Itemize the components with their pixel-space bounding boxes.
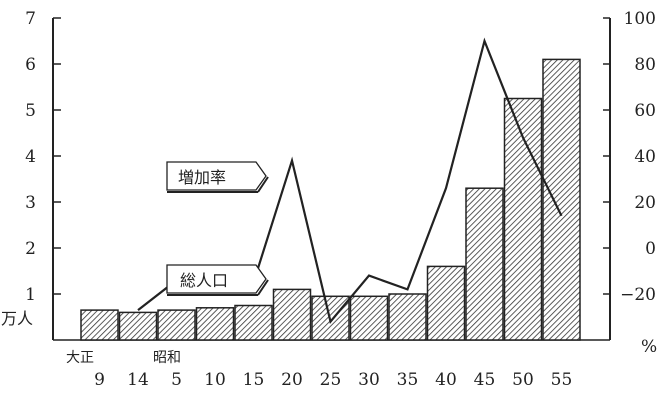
- population-bar: [157, 309, 196, 341]
- left-tick-label: 3: [25, 193, 36, 213]
- right-tick-label: 0: [645, 239, 656, 259]
- population-bar: [465, 187, 504, 341]
- population-bar: [234, 304, 273, 341]
- x-tick-label: 5: [171, 370, 182, 390]
- right-tick-label: 80: [634, 55, 656, 75]
- x-tick-label: 40: [435, 370, 457, 390]
- population-bar: [542, 58, 581, 341]
- left-axis-unit: 万人: [1, 309, 33, 328]
- x-tick-label: 10: [204, 370, 226, 390]
- x-tick-label: 45: [474, 370, 496, 390]
- population-bar: [118, 311, 158, 341]
- x-tick-label: 14: [127, 370, 149, 390]
- population-bar: [80, 309, 119, 341]
- left-axis-ticks: 1 2 3 4 5 6 7: [25, 9, 61, 305]
- growth-rate-callout: 増加率: [166, 161, 269, 193]
- x-axis-tick-labels: 9 14 5 10 15 20 25 30 35 40 45 50 55: [94, 370, 572, 390]
- x-tick-label: 50: [512, 370, 534, 390]
- x-tick-label: 20: [281, 370, 303, 390]
- era-label-showa: 昭和: [153, 350, 181, 366]
- right-tick-label: 100: [624, 9, 656, 29]
- left-tick-label: 6: [25, 55, 36, 75]
- right-axis-ticks: −20 0 20 40 60 80 100: [603, 9, 656, 305]
- population-bar: [349, 295, 389, 341]
- population-bar: [426, 265, 466, 341]
- x-tick-label: 25: [320, 370, 342, 390]
- left-tick-label: 5: [25, 101, 36, 121]
- left-tick-label: 2: [25, 239, 36, 259]
- left-tick-label: 7: [25, 9, 36, 29]
- right-tick-label: 60: [634, 101, 656, 121]
- x-tick-label: 35: [397, 370, 419, 390]
- right-tick-label: 20: [634, 193, 656, 213]
- population-bar: [272, 288, 312, 341]
- x-tick-label: 30: [358, 370, 380, 390]
- population-bar: [388, 293, 427, 341]
- population-bar: [195, 307, 235, 341]
- left-tick-label: 4: [25, 147, 36, 167]
- x-tick-label: 55: [551, 370, 573, 390]
- total-population-label: 総人口: [180, 271, 228, 290]
- era-label-taisho: 大正: [66, 350, 94, 366]
- right-axis-unit: %: [641, 337, 657, 357]
- x-tick-label: 15: [243, 370, 265, 390]
- right-tick-label: 40: [634, 147, 656, 167]
- population-bars: [80, 58, 581, 341]
- x-tick-label: 9: [94, 370, 105, 390]
- total-population-callout: 総人口: [166, 264, 269, 296]
- right-tick-label: −20: [620, 285, 656, 305]
- left-tick-label: 1: [25, 285, 36, 305]
- growth-rate-label: 増加率: [178, 168, 226, 187]
